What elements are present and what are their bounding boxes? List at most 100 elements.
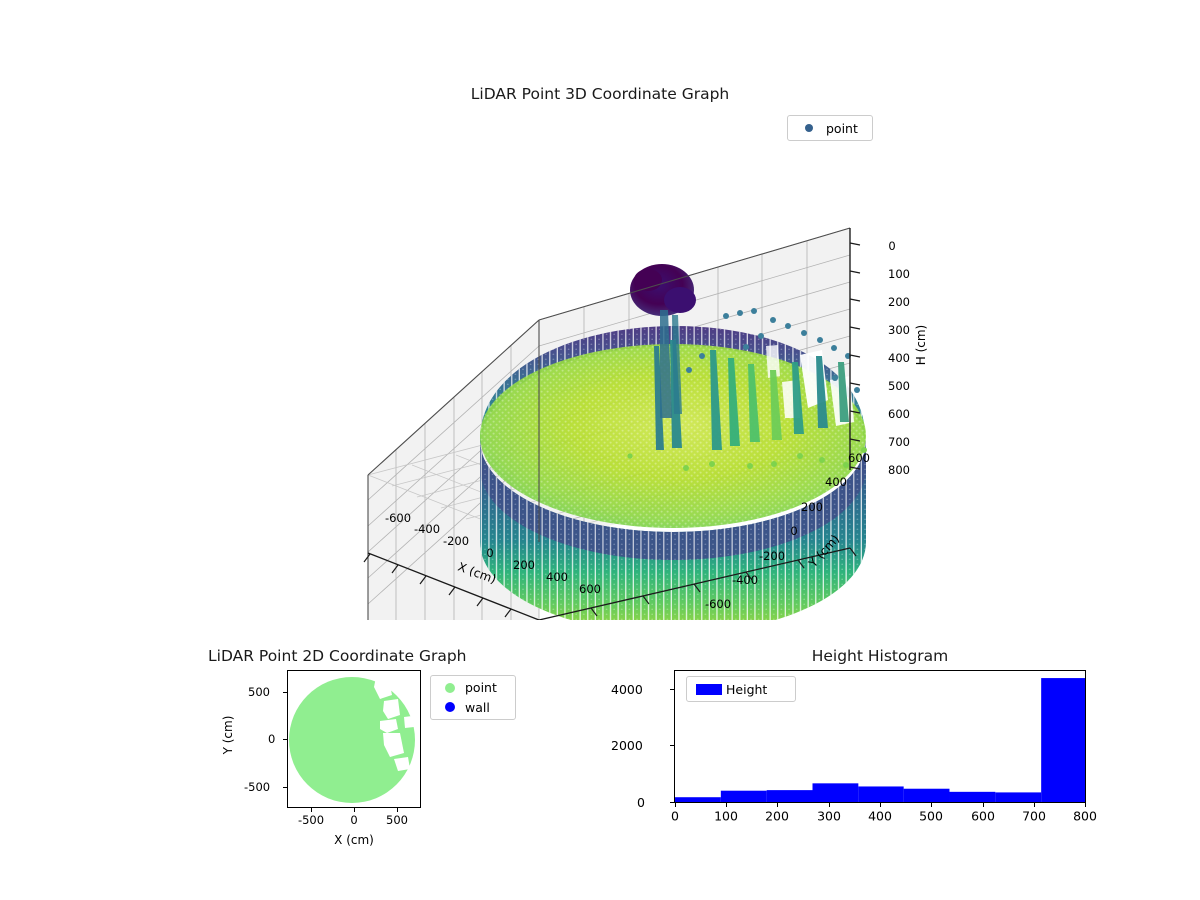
circle-marker-icon [435, 682, 465, 693]
plot3d-ztick-1: 100 [888, 267, 910, 281]
hist-ytick-1: 2000 [611, 738, 643, 753]
legend-item-height: Height [692, 679, 767, 699]
plot2d-xtick-0: -500 [297, 813, 325, 827]
circle-marker-icon [792, 124, 826, 132]
plot2d-xtick-mark-0 [311, 808, 312, 812]
hist-xtick-mark-5 [931, 803, 932, 807]
plot3d-ztick-6: 600 [888, 407, 910, 421]
hist-xtick-0: 0 [671, 808, 679, 824]
plot2d-ytick-2: -500 [244, 780, 271, 794]
plot3d-xtick-6: 600 [579, 582, 601, 596]
plot3d-legend: point [787, 115, 873, 141]
hist-xtick-8: 800 [1073, 808, 1097, 824]
histogram-bar [1041, 678, 1085, 802]
plot3d-ztick-0: 0 [888, 239, 896, 253]
legend-label: Height [726, 681, 768, 697]
plot2d-title: LiDAR Point 2D Coordinate Graph [208, 647, 467, 665]
bar-swatch-icon [692, 683, 726, 695]
plot3d-ztick-3: 300 [888, 323, 910, 337]
plot2d-ytick-1: 0 [268, 732, 276, 746]
plot2d-ytick-mark-0 [283, 692, 287, 693]
hist-xtick-mark-1 [726, 803, 727, 807]
point-cloud-sparse [686, 308, 860, 393]
histogram-bar [903, 788, 950, 802]
scatter-point-disk [289, 675, 415, 803]
hist-xtick-5: 500 [919, 808, 943, 824]
plot3d-xtick-4: 200 [513, 558, 535, 572]
plot2d-xtick-1: 0 [350, 813, 358, 827]
plot3d-ytick-0: -600 [704, 597, 732, 611]
histogram-bar [858, 786, 904, 802]
histogram-canvas [675, 678, 1085, 802]
histogram-bars [675, 678, 1085, 802]
plot3d-ztick-2: 200 [888, 295, 910, 309]
plot2d-xtick-mark-1 [354, 808, 355, 812]
legend-label: wall [465, 699, 490, 715]
point-cloud-streaks [654, 340, 849, 450]
plot3d-xtick-5: 400 [546, 570, 568, 584]
plot3d-ytick-6: 600 [848, 451, 870, 465]
plot2d-xtick-mark-2 [397, 808, 398, 812]
hist-xtick-1: 100 [714, 808, 738, 824]
histogram-bar [766, 790, 813, 802]
histogram-bar [812, 783, 859, 802]
histogram-bar [995, 792, 1042, 802]
hist-xtick-mark-3 [829, 803, 830, 807]
plot2d-axes [287, 670, 421, 808]
hist-xtick-mark-6 [983, 803, 984, 807]
plot3d-axes [330, 150, 910, 620]
plot3d-ytick-5: 400 [825, 475, 847, 489]
point-cloud-center-cluster [630, 264, 696, 418]
hist-xtick-2: 200 [765, 808, 789, 824]
plot2d-canvas [289, 675, 415, 803]
plot3d-title: LiDAR Point 3D Coordinate Graph [470, 85, 730, 103]
hist-xtick-mark-0 [675, 803, 676, 807]
hist-xtick-mark-2 [777, 803, 778, 807]
point-cloud-wall-front [480, 440, 866, 620]
plot3d-ztick-7: 700 [888, 435, 910, 449]
plot3d-ytick-2: -200 [758, 549, 786, 563]
plot3d-canvas [363, 227, 867, 620]
point-cloud-sparse-green [627, 447, 867, 471]
hist-xtick-mark-8 [1085, 803, 1086, 807]
histogram-title: Height Histogram [811, 647, 949, 665]
hist-xtick-6: 600 [971, 808, 995, 824]
plot3d-ytick-4: 200 [801, 500, 823, 514]
legend-label: point [465, 680, 497, 696]
plot3d-zlabel: H (cm) [914, 324, 928, 366]
plot2d-xlabel: X (cm) [334, 833, 374, 847]
hist-xtick-mark-7 [1034, 803, 1035, 807]
plot3d-ztick-5: 500 [888, 379, 910, 393]
plot3d-xtick-3: 0 [486, 546, 494, 560]
plot3d-xtick-1: -400 [413, 522, 441, 536]
hist-xtick-mark-4 [880, 803, 881, 807]
plot2d-ytick-mark-2 [283, 787, 287, 788]
histogram-bar [675, 797, 721, 802]
plot2d-xtick-2: 500 [386, 813, 408, 827]
plot2d-ytick-mark-1 [283, 739, 287, 740]
hist-ytick-0: 0 [637, 795, 645, 810]
histogram-bar [949, 791, 996, 802]
plot2d-legend: point wall [430, 675, 516, 720]
hist-ytick-mark-0 [670, 802, 674, 803]
plot3d-xtick-2: -200 [442, 534, 470, 548]
plot3d-ztick-8: 800 [888, 463, 910, 477]
plot3d-xtick-0: -600 [384, 511, 412, 525]
legend-label: point [826, 120, 858, 136]
legend-item-point: point [792, 118, 858, 138]
histogram-bar [720, 790, 767, 802]
hist-ytick-mark-1 [670, 745, 674, 746]
legend-item-point: point [435, 678, 511, 698]
plot3d-ztick-4: 400 [888, 351, 910, 365]
circle-marker-icon [435, 702, 465, 713]
hist-xtick-7: 700 [1022, 808, 1046, 824]
plot2d-ytick-0: 500 [248, 685, 270, 699]
plot2d-ylabel: Y (cm) [221, 715, 235, 755]
hist-xtick-4: 400 [868, 808, 892, 824]
plot3d-ytick-3: 0 [790, 524, 798, 538]
hist-xtick-3: 300 [817, 808, 841, 824]
hist-ytick-mark-2 [670, 689, 674, 690]
legend-item-wall: wall [435, 698, 511, 718]
plot3d-ytick-1: -400 [731, 573, 759, 587]
